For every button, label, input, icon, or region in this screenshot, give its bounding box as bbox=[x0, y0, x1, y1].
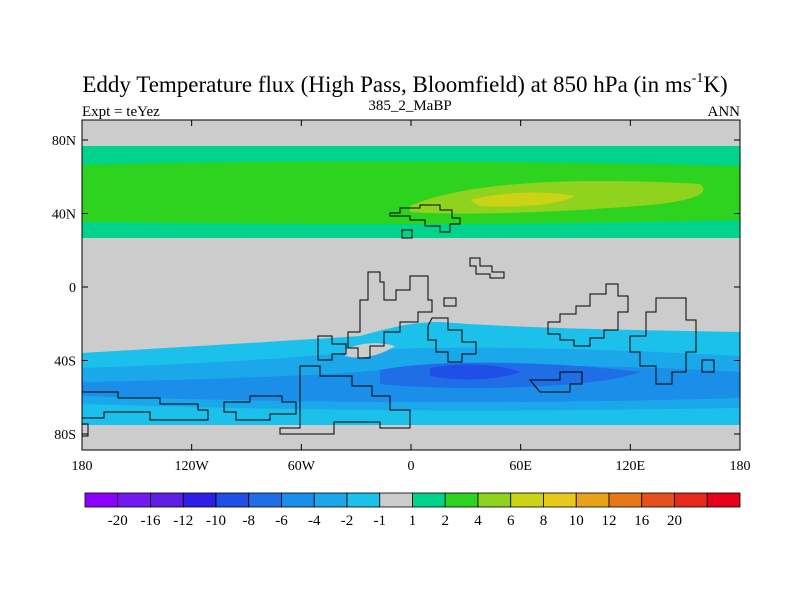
y-tick-label: 40N bbox=[52, 208, 76, 223]
experiment-id-label: 385_2_MaBP bbox=[368, 98, 451, 114]
colorbar-swatch bbox=[84, 492, 119, 508]
x-axis: 180 120W 60W 0 60E 120E 180 bbox=[72, 120, 751, 474]
x-tick-label: 120W bbox=[175, 459, 210, 474]
colorbar-label: 6 bbox=[507, 513, 515, 529]
y-tick-label: 0 bbox=[69, 281, 76, 296]
colorbar-swatch bbox=[706, 492, 741, 508]
land-outlines bbox=[82, 204, 715, 437]
colorbar-swatch bbox=[477, 492, 512, 508]
colorbar-label: -16 bbox=[141, 513, 161, 529]
experiment-label: Expt = teYez bbox=[82, 104, 160, 120]
colorbar-label: 20 bbox=[667, 513, 682, 529]
colorbar-label: 12 bbox=[602, 513, 617, 529]
x-tick-label: 0 bbox=[408, 459, 415, 474]
colorbar-swatch bbox=[346, 492, 381, 508]
y-axis: 80N 40N 0 40S 80S bbox=[52, 134, 740, 443]
chart-title: Eddy Temperature flux (High Pass, Bloomf… bbox=[82, 71, 727, 97]
colorbar-swatch bbox=[215, 492, 250, 508]
colorbar-label: -4 bbox=[308, 513, 321, 529]
colorbar-swatch bbox=[674, 492, 708, 508]
colorbar-swatch bbox=[641, 492, 675, 508]
colorbar-label: 1 bbox=[409, 513, 417, 529]
y-tick-label: 80S bbox=[54, 428, 76, 443]
x-tick-label: 180 bbox=[72, 459, 93, 474]
y-tick-label: 40S bbox=[54, 355, 76, 370]
colorbar-swatch bbox=[510, 492, 544, 508]
x-tick-label: 60E bbox=[509, 459, 532, 474]
colorbar-swatch bbox=[575, 492, 610, 508]
x-tick-label: 60W bbox=[288, 459, 316, 474]
colorbar-label: -1 bbox=[374, 513, 387, 529]
colorbar bbox=[84, 492, 741, 508]
colorbar-swatch bbox=[281, 492, 315, 508]
x-tick-label: 120E bbox=[616, 459, 646, 474]
colorbar-swatch bbox=[379, 492, 413, 508]
colorbar-label: -10 bbox=[206, 513, 226, 529]
colorbar-label: -12 bbox=[173, 513, 193, 529]
colorbar-label: -6 bbox=[275, 513, 288, 529]
negative-band-8-10 bbox=[430, 364, 520, 380]
colorbar-swatch bbox=[248, 492, 282, 508]
positive-band-6-8 bbox=[470, 192, 575, 207]
colorbar-label: 10 bbox=[569, 513, 584, 529]
colorbar-swatch bbox=[182, 492, 217, 508]
colorbar-swatch bbox=[313, 492, 348, 508]
colorbar-label: 2 bbox=[442, 513, 450, 529]
colorbar-swatch bbox=[150, 492, 184, 508]
y-tick-label: 80N bbox=[52, 134, 76, 149]
season-label: ANN bbox=[708, 104, 741, 120]
colorbar-label: 8 bbox=[540, 513, 548, 529]
colorbar-label: 16 bbox=[634, 513, 650, 529]
colorbar-label: -8 bbox=[243, 513, 256, 529]
colorbar-label: 4 bbox=[474, 513, 482, 529]
colorbar-labels: -20 -16 -12 -10 -8 -6 -4 -2 -1 1 2 4 6 8 10 12 16 20 bbox=[108, 513, 682, 529]
colorbar-swatch bbox=[543, 492, 577, 508]
colorbar-swatch bbox=[444, 492, 479, 508]
map-plot-area bbox=[82, 120, 740, 450]
colorbar-label: -2 bbox=[341, 513, 354, 529]
colorbar-swatch bbox=[608, 492, 643, 508]
colorbar-label: -20 bbox=[108, 513, 128, 529]
colorbar-swatch bbox=[117, 492, 151, 508]
x-tick-label: 180 bbox=[730, 459, 751, 474]
colorbar-swatch bbox=[412, 492, 446, 508]
